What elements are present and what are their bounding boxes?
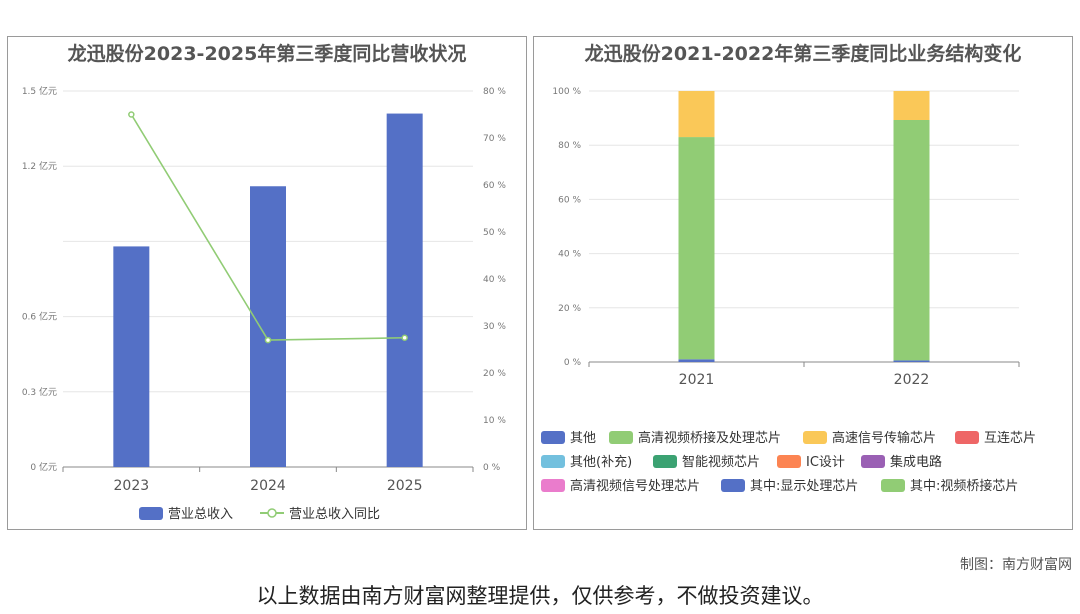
yoy-growth-point (401, 334, 408, 341)
disclaimer-text: 以上数据由南方财富网整理提供，仅供参考，不做投资建议。 (256, 584, 824, 608)
legend-swatch (861, 455, 885, 468)
x-tick-label: 2021 (679, 372, 715, 388)
legend-label: 互连芯片 (984, 430, 1036, 446)
legend-swatch (653, 455, 677, 468)
legend-swatch-revenue (139, 507, 163, 520)
y-left-tick-label: 1.2 亿元 (22, 160, 57, 172)
stacked-bar-segment (893, 91, 930, 120)
legend-label: 高清视频桥接及处理芯片 (638, 430, 781, 446)
y-right-tick-label: 0 % (483, 463, 501, 473)
x-tick-label: 2023 (114, 478, 150, 494)
structure-chart-title: 龙迅股份2021-2022年第三季度同比业务结构变化 (584, 43, 1022, 65)
legend-label-yoy: 营业总收入同比 (289, 507, 380, 522)
revenue-chart-panel: 龙迅股份2023-2025年第三季度同比营收状况 0 亿元 0.3 亿元 0.6 亿… (7, 36, 527, 530)
y-tick-label: 20 % (558, 304, 581, 314)
revenue-bar (113, 246, 150, 467)
structure-chart-panel: 龙迅股份2021-2022年第三季度同比业务结构变化 0 % 20 % 40 % 60… (533, 36, 1073, 530)
legend-label: 其中:视频桥接芯片 (910, 478, 1018, 494)
legend-swatch (541, 455, 565, 468)
legend-swatch (803, 431, 827, 444)
yoy-growth-point (264, 336, 272, 344)
y-tick-label: 80 % (558, 141, 581, 151)
y-right-tick-label: 40 % (483, 275, 506, 285)
y-right-tick-label: 50 % (483, 228, 506, 238)
y-right-tick-label: 20 % (483, 369, 506, 379)
legend-swatch (881, 479, 905, 492)
legend-swatch (721, 479, 745, 492)
revenue-chart-svg: 0 亿元 0.3 亿元 0.6 亿元 1.2 亿元 1.5 亿元 0 % 10 % 20 % 3… (22, 85, 507, 522)
y-right-tick-label: 10 % (483, 416, 506, 426)
stacked-bar-segment (678, 137, 715, 360)
revenue-bar (250, 186, 286, 467)
y-left-tick-label: 0.3 亿元 (22, 386, 57, 398)
y-left-tick-label: 1.5 亿元 (22, 85, 57, 97)
y-tick-label: 0 % (564, 358, 582, 368)
y-right-tick-label: 80 % (483, 87, 506, 97)
revenue-bar (386, 113, 423, 467)
y-left-tick-label: 0 亿元 (30, 461, 57, 473)
revenue-chart-title: 龙迅股份2023-2025年第三季度同比营收状况 (67, 43, 467, 65)
legend-label: 智能视频芯片 (682, 455, 760, 470)
y-right-tick-label: 70 % (483, 134, 506, 144)
stacked-bar-segment (678, 359, 715, 362)
x-tick-label: 2024 (250, 478, 286, 494)
legend-label: 高清视频信号处理芯片 (570, 478, 700, 494)
chart-credit: 制图：南方财富网 (960, 557, 1072, 573)
legend-swatch (955, 431, 979, 444)
structure-chart-svg: 0 % 20 % 40 % 60 % 80 % 100 % 2021 2022 其他 高清视频桥接… (541, 87, 1036, 494)
legend-swatch (541, 431, 565, 444)
legend-label: 其他 (570, 431, 596, 446)
y-tick-label: 60 % (558, 195, 581, 205)
yoy-growth-point (128, 111, 135, 118)
stacked-bar-segment (678, 91, 715, 138)
legend-label: 高速信号传输芯片 (832, 430, 936, 446)
y-tick-label: 100 % (552, 87, 581, 97)
stacked-bar-segment (893, 360, 930, 362)
y-tick-label: 40 % (558, 250, 581, 260)
y-right-tick-label: 60 % (483, 181, 506, 191)
legend-swatch (777, 455, 801, 468)
y-right-tick-label: 30 % (483, 322, 506, 332)
legend-swatch (609, 431, 633, 444)
legend-label: IC设计 (806, 455, 845, 470)
legend-label: 其中:显示处理芯片 (750, 479, 858, 494)
stacked-bar-segment (893, 119, 930, 361)
x-tick-label: 2025 (387, 478, 423, 494)
x-tick-label: 2022 (894, 372, 930, 388)
legend-label: 其他(补充) (570, 454, 632, 470)
y-left-tick-label: 0.6 亿元 (22, 311, 57, 323)
legend-label-revenue: 营业总收入 (168, 507, 233, 522)
legend-swatch (541, 479, 565, 492)
legend-marker-yoy (267, 508, 277, 518)
legend-label: 集成电路 (890, 454, 942, 470)
